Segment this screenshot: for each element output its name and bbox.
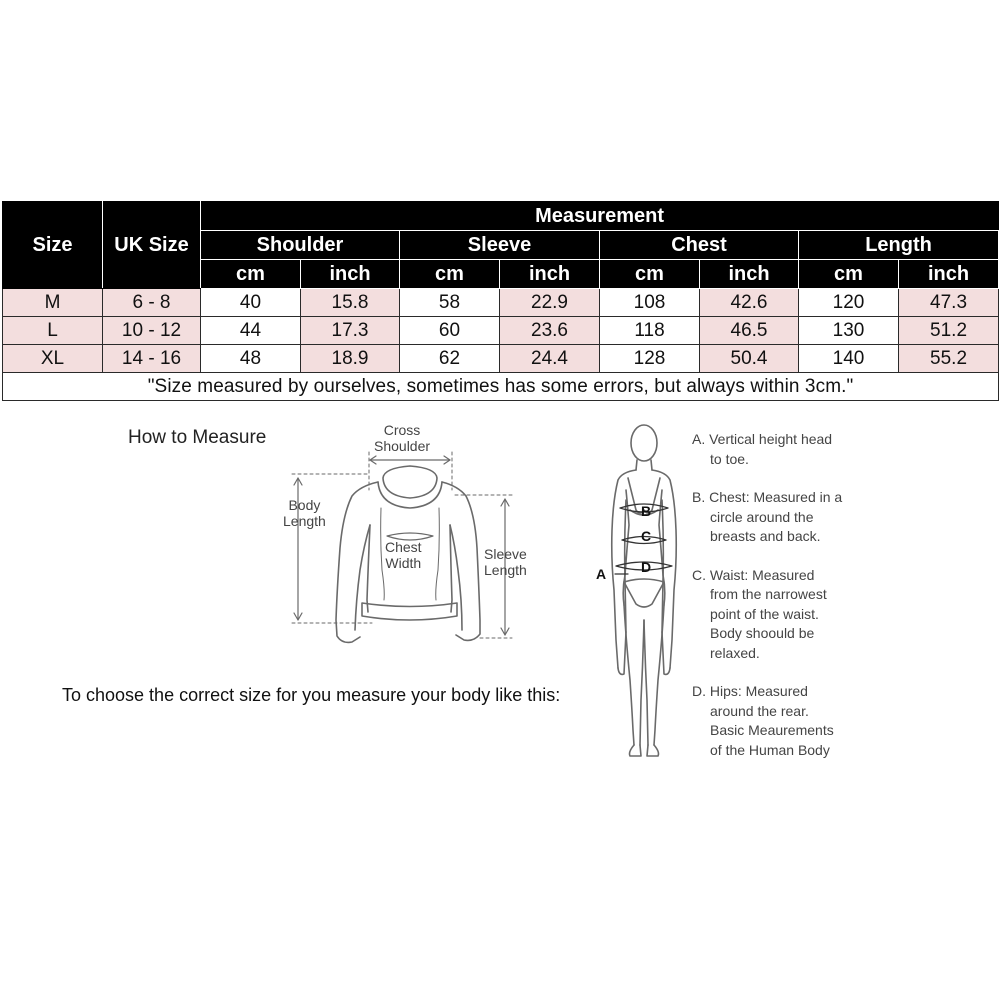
value-cell: 60 [399, 316, 500, 345]
unit-header: inch [300, 259, 400, 289]
value-cell: 128 [599, 344, 700, 373]
value-cell: 15.8 [300, 288, 400, 317]
size-chart-table: Size UK Size Measurement Shoulder Sleeve… [1, 201, 1000, 401]
size-note: "Size measured by ourselves, sometimes h… [1, 372, 1000, 401]
uk-size-cell: 10 - 12 [102, 316, 201, 345]
chest-header: Chest [599, 230, 799, 260]
body-label-a: A [596, 566, 607, 582]
body-label-c: C [641, 528, 652, 544]
cross-shoulder-label: Cross Shoulder [374, 422, 431, 454]
value-cell: 23.6 [499, 316, 600, 345]
value-cell: 18.9 [300, 344, 400, 373]
value-cell: 58 [399, 288, 500, 317]
value-cell: 120 [798, 288, 899, 317]
table-row: M 6 - 8 40 15.8 58 22.9 108 42.6 120 47.… [2, 288, 1000, 317]
shoulder-header: Shoulder [200, 230, 400, 260]
size-cell: L [2, 316, 103, 345]
step-b: B. Chest: Measured in a circle around th… [692, 489, 843, 544]
body-length-label: Body Length [283, 497, 326, 529]
value-cell: 46.5 [699, 316, 799, 345]
value-cell: 42.6 [699, 288, 799, 317]
unit-header: cm [200, 259, 301, 289]
unit-header: cm [399, 259, 500, 289]
body-label-d: D [641, 559, 652, 575]
unit-header: inch [499, 259, 600, 289]
sleeve-length-label: Sleeve Length [484, 546, 527, 578]
value-cell: 50.4 [699, 344, 799, 373]
uk-size-cell: 14 - 16 [102, 344, 201, 373]
value-cell: 118 [599, 316, 700, 345]
value-cell: 22.9 [499, 288, 600, 317]
value-cell: 44 [200, 316, 301, 345]
value-cell: 108 [599, 288, 700, 317]
value-cell: 17.3 [300, 316, 400, 345]
unit-header: cm [798, 259, 899, 289]
length-header: Length [797, 230, 1000, 260]
how-to-measure-title: How to Measure [128, 427, 267, 448]
unit-header: inch [699, 259, 799, 289]
size-cell: XL [2, 344, 103, 373]
value-cell: 24.4 [499, 344, 600, 373]
value-cell: 47.3 [897, 288, 1000, 317]
chest-width-label: Chest Width [385, 539, 422, 571]
measurement-steps: A. Vertical height head to toe. B. Chest… [692, 430, 892, 779]
choose-size-instruction: To choose the correct size for you measu… [62, 685, 561, 705]
table-row: L 10 - 12 44 17.3 60 23.6 118 46.5 130 5… [2, 316, 1000, 345]
step-a: A. Vertical height head to toe. [692, 431, 833, 467]
body-label-b: B [641, 503, 652, 519]
value-cell: 140 [798, 344, 899, 373]
step-d: D. Hips: Measured around the rear. Basic… [692, 683, 834, 758]
size-header: Size [2, 201, 103, 289]
sleeve-header: Sleeve [399, 230, 600, 260]
value-cell: 55.2 [897, 344, 1000, 373]
table-row: XL 14 - 16 48 18.9 62 24.4 128 50.4 140 … [2, 344, 1000, 373]
value-cell: 62 [399, 344, 500, 373]
step-c: C. Waist: Measured from the narrowest po… [692, 566, 827, 661]
unit-header: inch [897, 259, 1000, 289]
value-cell: 40 [200, 288, 301, 317]
value-cell: 51.2 [897, 316, 1000, 345]
